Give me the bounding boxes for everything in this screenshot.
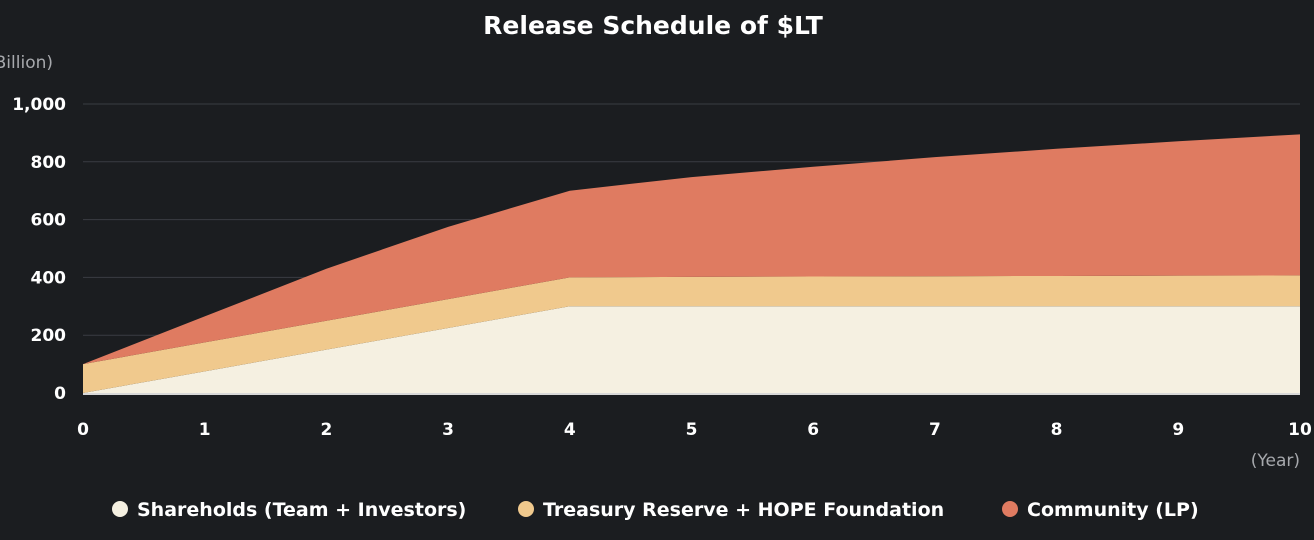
- y-tick-label: 600: [31, 211, 67, 231]
- y-tick-label: 200: [31, 326, 67, 346]
- x-tick-label: 5: [686, 420, 698, 440]
- legend-item: Treasury Reserve + HOPE Foundation: [518, 499, 944, 521]
- x-tick-label: 1: [199, 420, 211, 440]
- legend-label: Treasury Reserve + HOPE Foundation: [543, 499, 944, 521]
- x-axis-unit-label: (Year): [1251, 451, 1300, 471]
- area-series-group: [83, 134, 1300, 393]
- y-tick-label: 800: [31, 153, 67, 173]
- chart-title: Release Schedule of $LT: [483, 11, 823, 40]
- legend-item: Shareholds (Team + Investors): [112, 499, 466, 521]
- x-tick-label: 7: [929, 420, 941, 440]
- area-treasury-reserve-hope-foundation: [83, 275, 1300, 393]
- y-axis-unit-label: (Billion): [0, 53, 53, 73]
- area-shareholds-team-investors: [83, 306, 1300, 393]
- legend-label: Community (LP): [1027, 499, 1199, 521]
- x-tick-label: 6: [807, 420, 819, 440]
- legend-label: Shareholds (Team + Investors): [137, 499, 466, 521]
- y-tick-label: 0: [54, 384, 66, 404]
- x-tick-label: 4: [564, 420, 576, 440]
- x-tick-label: 2: [320, 420, 332, 440]
- x-tick-label: 0: [77, 420, 89, 440]
- axes: 0 200 400 600 800 1,000 0 1 2 3 4 5 6 7 8 9 10: [12, 95, 1312, 440]
- x-tick-label: 9: [1172, 420, 1184, 440]
- legend: Shareholds (Team + Investors) Treasury Re…: [112, 499, 1199, 521]
- legend-swatch: [518, 501, 534, 517]
- x-tick-label: 8: [1051, 420, 1063, 440]
- area-community-lp: [83, 134, 1300, 365]
- y-tick-label: 400: [31, 268, 67, 288]
- x-tick-label: 10: [1288, 420, 1312, 440]
- legend-swatch: [1002, 501, 1018, 517]
- x-tick-label: 3: [442, 420, 454, 440]
- y-tick-label: 1,000: [12, 95, 66, 115]
- legend-swatch: [112, 501, 128, 517]
- legend-item: Community (LP): [1002, 499, 1199, 521]
